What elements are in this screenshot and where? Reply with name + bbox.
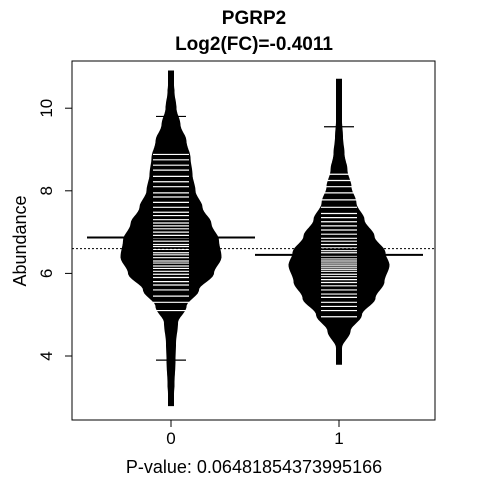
x-tick-label-1: 1 <box>334 429 343 448</box>
chart-title: PGRP2 <box>222 8 286 29</box>
x-tick-label-0: 0 <box>166 429 175 448</box>
x-axis-label: P-value: 0.06481854373995166 <box>126 457 382 477</box>
y-tick-label-8: 8 <box>37 186 56 195</box>
chart-subtitle: Log2(FC)=-0.4011 <box>175 34 333 55</box>
plot-area <box>72 70 435 407</box>
y-axis-label: Abundance <box>10 195 30 286</box>
y-tick-label-4: 4 <box>37 351 56 360</box>
plot-frame <box>71 60 436 421</box>
axes: 4 6 8 10 0 1 <box>37 99 344 448</box>
y-tick-label-6: 6 <box>37 269 56 278</box>
y-tick-label-10: 10 <box>37 99 56 118</box>
